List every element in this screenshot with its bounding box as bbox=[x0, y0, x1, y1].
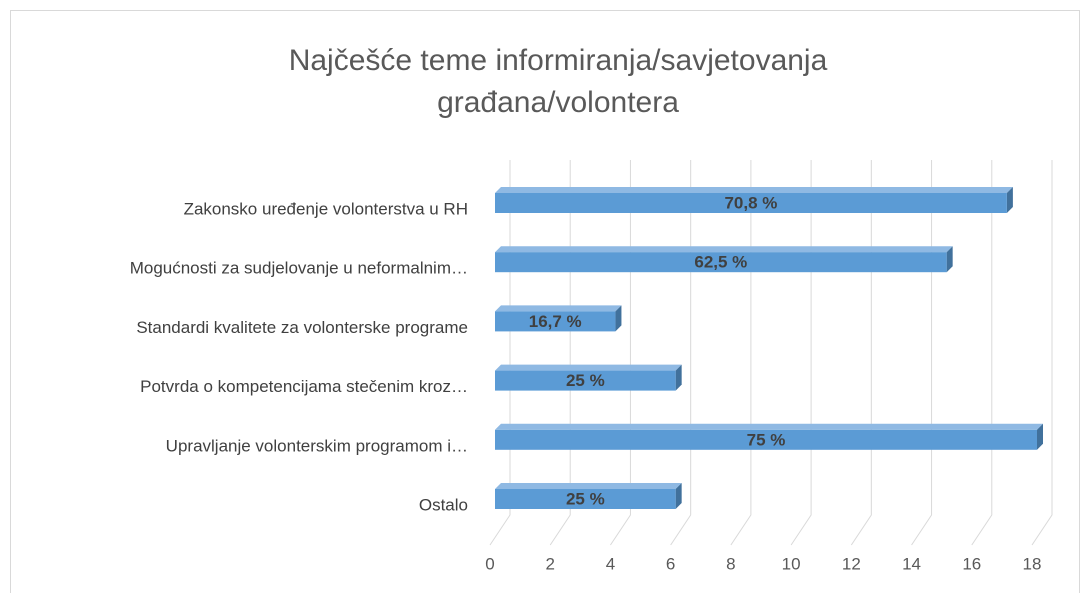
bar-face bbox=[675, 483, 682, 509]
bar bbox=[495, 423, 1043, 450]
x-tick-label: 8 bbox=[726, 554, 735, 573]
chart-title: građana/volontera bbox=[437, 86, 679, 119]
bar-face bbox=[495, 311, 616, 332]
bar-face bbox=[495, 370, 676, 391]
bar-face bbox=[495, 252, 947, 273]
bar-face bbox=[1006, 187, 1013, 213]
x-tick-label: 6 bbox=[666, 554, 675, 573]
value-label: 62,5 % bbox=[694, 253, 747, 272]
y-tick-label: Zakonsko uređenje volonterstva u RH bbox=[184, 199, 468, 218]
y-tick-label: Standardi kvalitete za volonterske progr… bbox=[136, 318, 468, 337]
y-tick-label: Ostalo bbox=[419, 495, 468, 514]
value-label: 75 % bbox=[747, 430, 786, 449]
bar-face bbox=[615, 305, 622, 332]
bar bbox=[495, 246, 953, 273]
grid-line bbox=[670, 160, 692, 546]
x-tick-label: 12 bbox=[842, 554, 861, 573]
y-tick-label: Upravljanje volonterskim programom i… bbox=[166, 436, 468, 455]
grid-line bbox=[489, 160, 511, 546]
bar-face bbox=[495, 187, 1013, 193]
bar-face bbox=[675, 364, 682, 391]
x-tick-label: 14 bbox=[902, 554, 921, 573]
bar-face bbox=[495, 429, 1037, 450]
x-tick-label: 2 bbox=[545, 554, 554, 573]
grid-line bbox=[730, 160, 752, 546]
y-tick-label: Potvrda o kompetencijama stečenim kroz… bbox=[140, 377, 468, 396]
x-tick-label: 0 bbox=[485, 554, 494, 573]
x-tick-label: 10 bbox=[782, 554, 801, 573]
bar bbox=[495, 305, 622, 332]
bar bbox=[495, 187, 1013, 213]
value-label: 25 % bbox=[566, 489, 605, 508]
bar-face bbox=[495, 193, 1007, 213]
grid-line bbox=[1031, 160, 1053, 546]
value-label: 70,8 % bbox=[724, 193, 777, 212]
grid-line bbox=[850, 160, 872, 546]
x-tick-label: 18 bbox=[1023, 554, 1042, 573]
grid-line bbox=[971, 160, 993, 546]
bar-face bbox=[495, 246, 953, 253]
x-tick-label: 16 bbox=[962, 554, 981, 573]
bar bbox=[495, 364, 682, 391]
grid-line bbox=[610, 160, 631, 546]
bar-face bbox=[495, 483, 682, 489]
bar-face bbox=[946, 246, 953, 273]
value-label: 25 % bbox=[566, 371, 605, 390]
x-tick-label: 4 bbox=[606, 554, 615, 573]
bar-face bbox=[495, 364, 682, 371]
bar-face bbox=[495, 489, 676, 509]
grid-line bbox=[911, 160, 933, 546]
bar-face bbox=[495, 305, 622, 312]
grid-line bbox=[790, 160, 812, 546]
bar-face bbox=[495, 423, 1043, 430]
value-label: 16,7 % bbox=[529, 312, 582, 331]
y-tick-label: Mogućnosti za sudjelovanje u neformalnim… bbox=[130, 259, 468, 278]
bar-face bbox=[1037, 423, 1043, 450]
grid-line bbox=[549, 160, 571, 546]
chart-title: Najčešće teme informiranja/savjetovanja bbox=[289, 44, 828, 77]
bar bbox=[495, 483, 682, 509]
